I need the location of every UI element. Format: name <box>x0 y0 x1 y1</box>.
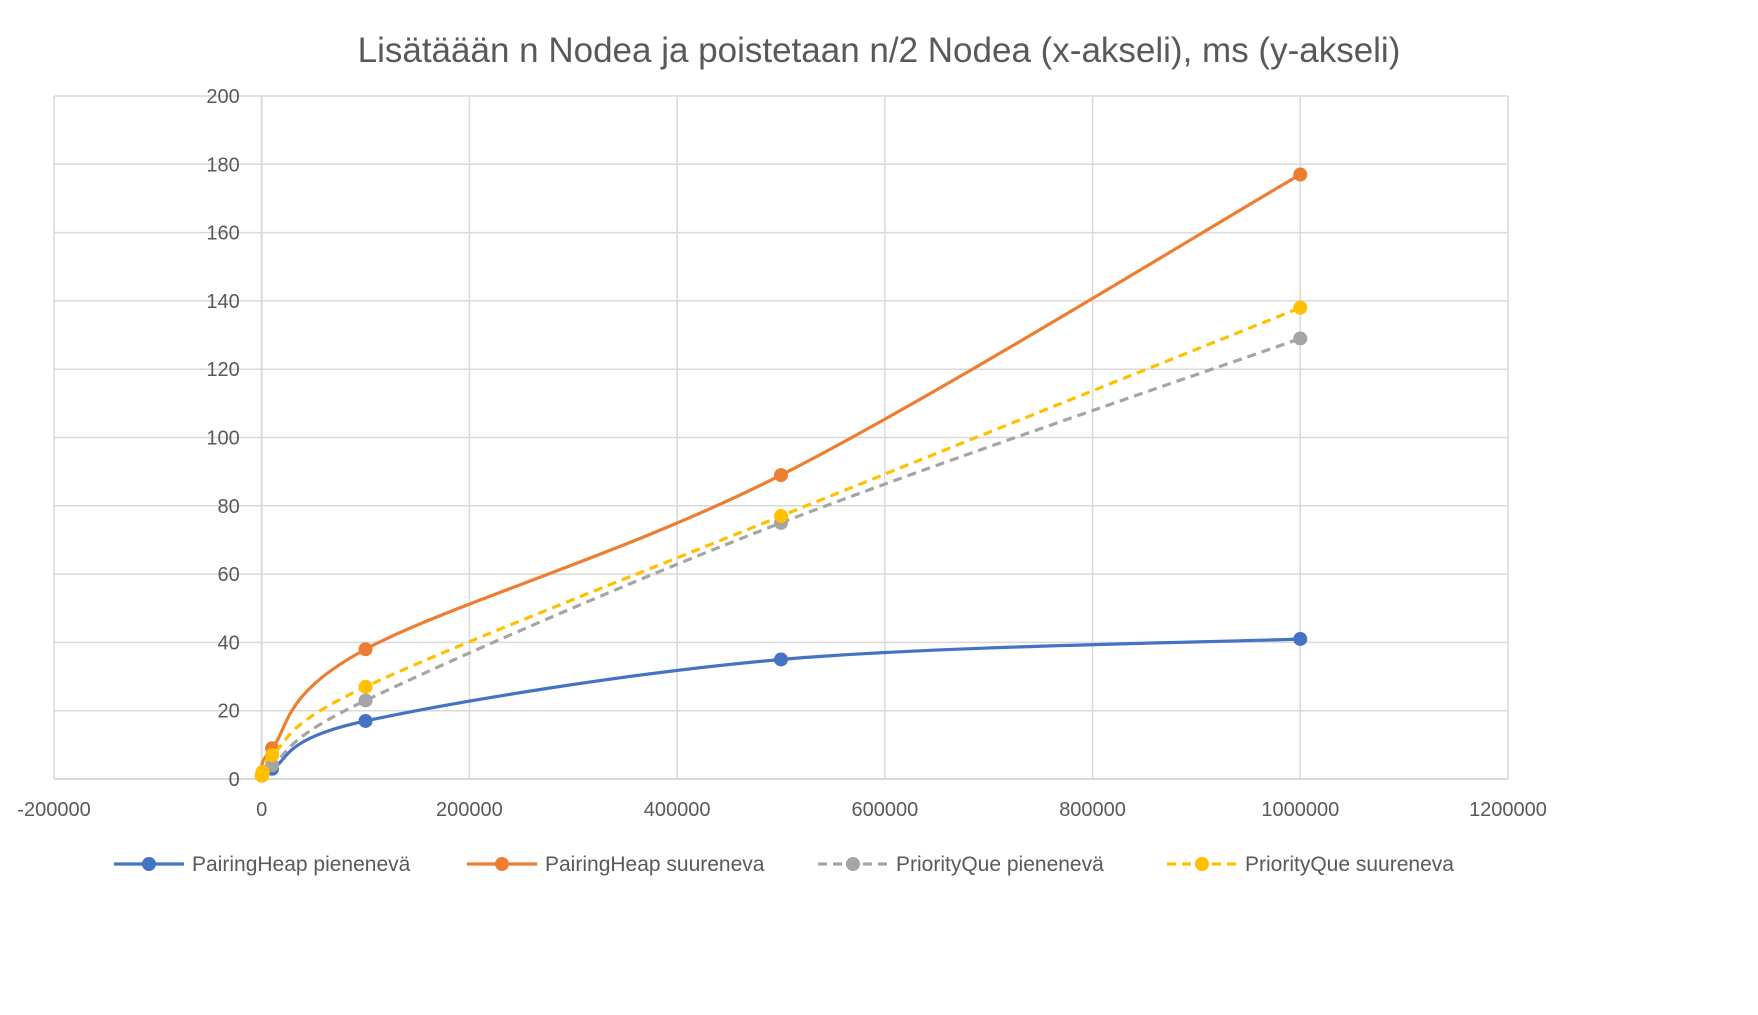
y-tick-label: 140 <box>206 291 239 313</box>
y-tick-label: 180 <box>206 154 239 176</box>
data-point <box>774 468 788 483</box>
series-1 <box>254 631 1308 783</box>
x-tick-label: -200000 <box>17 799 90 821</box>
y-tick-label: 80 <box>217 496 239 518</box>
grid <box>53 95 1509 780</box>
legend-label: PriorityQue suureneva <box>1245 853 1454 876</box>
y-tick-label: 120 <box>206 359 239 381</box>
data-point <box>265 748 280 763</box>
data-point <box>358 693 373 708</box>
data-point <box>358 642 373 657</box>
legend-marker <box>1195 857 1209 871</box>
data-point <box>774 652 788 667</box>
x-tick-label: 1000000 <box>1261 799 1339 821</box>
data-point <box>1293 331 1308 346</box>
data-point <box>1293 631 1308 646</box>
legend: PairingHeap pienenevä PairingHeap suurene… <box>114 853 1454 876</box>
series-4 <box>254 300 1308 783</box>
x-tick-label: 400000 <box>644 799 711 821</box>
legend-label: PairingHeap pienenevä <box>192 853 411 876</box>
data-series <box>254 167 1308 783</box>
series-2 <box>254 167 1308 783</box>
series-3 <box>254 331 1308 783</box>
x-tick-label: 0 <box>256 799 267 821</box>
legend-item: PairingHeap pienenevä <box>114 853 411 876</box>
y-tick-label: 200 <box>206 86 239 108</box>
legend-marker <box>846 857 860 871</box>
legend-label: PairingHeap suureneva <box>545 853 765 876</box>
y-tick-label: 0 <box>229 769 240 791</box>
data-point <box>774 509 788 524</box>
legend-marker <box>142 857 156 871</box>
y-tick-label: 20 <box>217 701 239 723</box>
y-tick-label: 100 <box>206 428 239 450</box>
legend-item: PriorityQue pienenevä <box>818 853 1104 876</box>
data-point <box>1293 167 1308 182</box>
y-tick-label: 160 <box>206 223 239 245</box>
x-tick-label: 1200000 <box>1469 799 1547 821</box>
x-tick-label: 200000 <box>436 799 503 821</box>
legend-item: PairingHeap suureneva <box>467 853 765 876</box>
x-tick-label: 600000 <box>851 799 918 821</box>
legend-item: PriorityQue suureneva <box>1167 853 1454 876</box>
legend-marker <box>495 857 509 871</box>
axis-tick-labels: 0 20 40 60 80 100 120 140 160 180 200 -200000 0 20000… <box>17 86 1547 821</box>
y-tick-label: 40 <box>217 632 239 654</box>
y-tick-label: 60 <box>217 564 239 586</box>
chart-title: Lisätäään n Nodea ja poistetaan n/2 Node… <box>358 31 1401 70</box>
legend-label: PriorityQue pienenevä <box>896 853 1104 876</box>
x-tick-label: 800000 <box>1059 799 1126 821</box>
series-line <box>260 306 1301 777</box>
data-point <box>1293 300 1308 315</box>
data-point <box>358 679 373 694</box>
data-point <box>255 765 270 780</box>
data-point <box>358 713 373 728</box>
